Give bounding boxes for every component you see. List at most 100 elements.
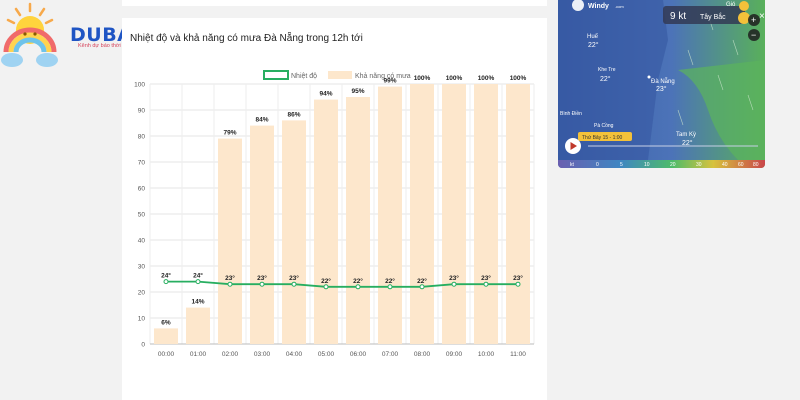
temperature-data-label: 23°	[513, 274, 523, 282]
rain-data-label: 79%	[223, 130, 236, 137]
rain-data-label: 94%	[319, 91, 332, 98]
temperature-data-label: 23°	[449, 274, 459, 282]
y-tick-label: 80	[138, 134, 146, 141]
temperature-data-label: 24°	[161, 272, 171, 280]
y-tick-label: 70	[138, 160, 146, 167]
place-hue: Huế	[587, 34, 599, 40]
wind-scale-bar	[558, 160, 765, 168]
legend-rain: Khả năng có mưa	[355, 73, 411, 80]
y-tick-label: 40	[138, 238, 146, 245]
rain-data-label: 100%	[478, 75, 495, 82]
x-tick-label: 10:00	[478, 351, 495, 358]
zoom-in-label: +	[751, 15, 756, 25]
legend-swatch-temperature	[263, 70, 289, 80]
time-badge-text: Thứ Bảy 15 - 1:00	[582, 135, 623, 141]
temperature-data-label: 23°	[481, 274, 491, 282]
wind-speed: 9 kt	[670, 11, 686, 22]
temperature-point[interactable]	[355, 284, 361, 290]
y-tick-label: 20	[138, 290, 146, 297]
temperature-data-label: 23°	[289, 274, 299, 282]
place-tam-ky: Tam Kỳ	[676, 132, 696, 138]
wind-direction: Tây Bắc	[700, 12, 726, 21]
windy-brand[interactable]: Windy	[588, 3, 609, 10]
rain-data-label: 100%	[446, 75, 463, 82]
temperature-point[interactable]	[419, 284, 425, 290]
place-pa-cong: Pà Cồng	[594, 123, 614, 129]
place-binh-dien: Bình Điền	[560, 111, 582, 117]
rain-bar[interactable]	[442, 84, 466, 344]
scale-tick: 20	[670, 162, 676, 168]
rain-bar[interactable]	[506, 84, 530, 344]
time-badge	[578, 132, 632, 141]
temperature-data-label: 23°	[257, 274, 267, 282]
place-da-nang-temp: 23°	[656, 85, 667, 93]
temperature-point[interactable]	[227, 281, 233, 287]
rain-data-label: 95%	[351, 88, 364, 95]
y-tick-label: 30	[138, 264, 146, 271]
scale-tick: 30	[696, 162, 702, 168]
rain-data-label: 14%	[191, 299, 204, 306]
y-tick-label: 50	[138, 212, 146, 219]
rain-bar[interactable]	[314, 99, 338, 344]
x-tick-label: 08:00	[414, 351, 431, 358]
top-panel-edge	[122, 0, 547, 6]
x-tick-label: 04:00	[286, 351, 303, 358]
x-tick-label: 06:00	[350, 351, 367, 358]
x-tick-label: 11:00	[510, 351, 526, 358]
windy-map[interactable]: Windy .com Gió 9 kt Tây Bắc ×	[558, 0, 765, 168]
place-da-nang: Đà Nẵng	[651, 78, 675, 85]
close-button[interactable]: ×	[759, 11, 765, 22]
place-khe-tre: Khe Tre	[598, 67, 616, 73]
rain-data-label: 99%	[383, 78, 396, 85]
y-tick-label: 60	[138, 186, 146, 193]
wind-readout	[663, 6, 745, 24]
chevron-down-icon[interactable]	[738, 12, 750, 24]
forecast-chart: Nhiệt độ Khả năng có mưa 0 10 20 30 40 50 60 70…	[134, 70, 535, 358]
x-tick-label: 03:00	[254, 351, 271, 358]
temperature-data-label: 22°	[321, 277, 331, 285]
place-tam-ky-temp: 22°	[682, 139, 693, 147]
rain-bar[interactable]	[218, 138, 242, 344]
sea-wind-area	[678, 60, 765, 168]
x-tick-label: 02:00	[222, 351, 239, 358]
temperature-point[interactable]	[323, 284, 329, 290]
windy-brand-suffix: .com	[615, 4, 624, 9]
rain-data-label: 86%	[287, 111, 300, 118]
rain-bar[interactable]	[154, 328, 178, 344]
rain-bar[interactable]	[186, 307, 210, 344]
rain-bar[interactable]	[410, 84, 434, 344]
windy-map-canvas: Windy .com Gió 9 kt Tây Bắc ×	[558, 0, 765, 168]
temperature-point[interactable]	[483, 281, 489, 287]
temperature-data-label: 24°	[193, 272, 203, 280]
menu-icon[interactable]	[572, 0, 584, 11]
y-tick-label: 100	[134, 82, 145, 89]
rain-bar[interactable]	[250, 125, 274, 344]
scale-unit: kt	[570, 162, 575, 168]
rain-bar[interactable]	[378, 86, 402, 344]
rain-bar[interactable]	[346, 97, 370, 344]
wind-label: Gió	[726, 2, 736, 8]
zoom-out-control[interactable]: −	[748, 29, 760, 41]
temperature-point[interactable]	[291, 281, 297, 287]
zoom-in-control[interactable]: +	[748, 14, 760, 26]
rain-bar[interactable]	[474, 84, 498, 344]
temperature-data-label: 22°	[385, 277, 395, 285]
y-tick-label: 10	[138, 316, 146, 323]
temperature-point[interactable]	[451, 281, 457, 287]
sun-rainbow-icon	[1, 2, 58, 67]
legend[interactable]: Nhiệt độ Khả năng có mưa	[263, 70, 411, 80]
location-icon[interactable]	[739, 1, 749, 11]
temperature-point[interactable]	[259, 281, 265, 287]
temperature-point[interactable]	[195, 279, 201, 285]
temperature-data-label: 23°	[225, 274, 235, 282]
temperature-point[interactable]	[163, 279, 169, 285]
scale-tick: 80	[753, 162, 759, 168]
y-tick-label: 90	[138, 108, 146, 115]
rain-bar[interactable]	[282, 120, 306, 345]
temperature-point[interactable]	[515, 281, 521, 287]
scale-tick: 5	[620, 162, 623, 168]
temperature-data-label: 22°	[353, 277, 363, 285]
temperature-point[interactable]	[387, 284, 393, 290]
x-tick-label: 01:00	[190, 351, 207, 358]
x-tick-label: 07:00	[382, 351, 399, 358]
